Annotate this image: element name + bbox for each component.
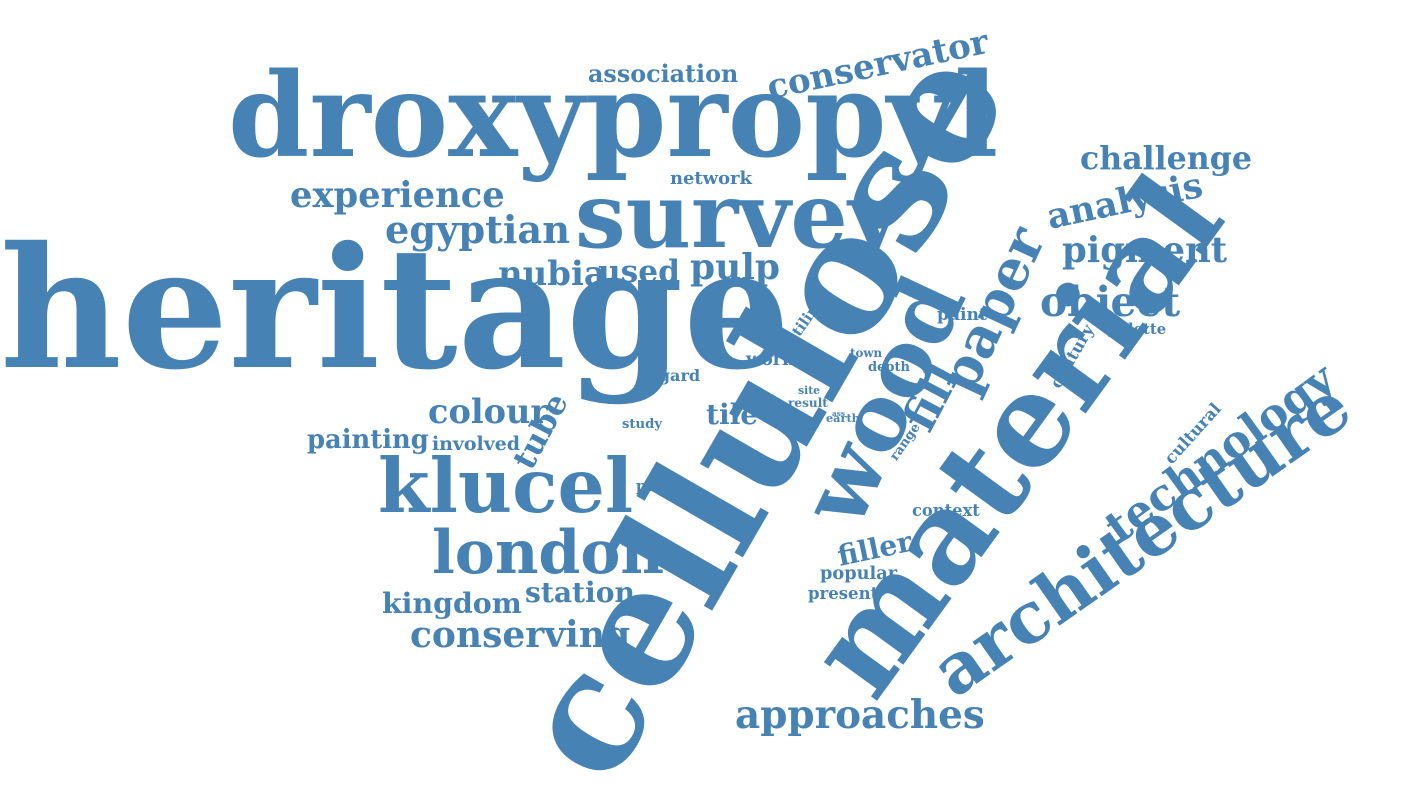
word-pigment: pigment <box>1062 229 1228 271</box>
word-paint: paint <box>937 305 987 326</box>
word-nubia: nubia <box>498 252 606 293</box>
word-context: context <box>912 500 980 520</box>
word-popular: popular <box>820 563 898 585</box>
word-depth: depth <box>868 360 910 376</box>
word-result: result <box>788 396 828 411</box>
word-conserving: conserving <box>410 613 631 656</box>
word-network: network <box>670 168 752 190</box>
word-study: study <box>622 417 662 433</box>
word-palette: palette <box>1108 320 1167 338</box>
word-pulp: pulp <box>690 245 780 288</box>
word-used: used <box>598 254 680 291</box>
word-challenge: challenge <box>1080 140 1252 178</box>
word-london: london <box>432 518 665 588</box>
word-earth: earth <box>826 411 860 426</box>
word-station: station <box>525 575 635 609</box>
word-tile: tile <box>706 397 759 431</box>
word-experience: experience <box>290 174 505 216</box>
word-present: present <box>808 583 879 603</box>
word-egyptian: egyptian <box>385 208 571 254</box>
word-approaches: approaches <box>735 692 985 739</box>
word-site: site <box>798 384 821 398</box>
word-work: work <box>746 350 795 371</box>
word-painting: painting <box>307 425 429 456</box>
word-regard: regard <box>640 365 701 385</box>
word-kingdom: kingdom <box>382 585 522 620</box>
word-droxypropyl: droxypropyl <box>228 47 999 184</box>
word-survey: survey <box>575 163 900 269</box>
word-heritage: heritage <box>0 209 790 407</box>
word-involved: involved <box>432 433 520 456</box>
word-association: association <box>588 60 739 89</box>
word-object: object <box>1040 277 1181 326</box>
word-person: person <box>636 477 693 495</box>
word-klucel: klucel <box>378 441 634 530</box>
word-town: town <box>850 346 883 361</box>
word-colour: colour <box>428 390 549 431</box>
word-ass: ass <box>832 408 845 418</box>
